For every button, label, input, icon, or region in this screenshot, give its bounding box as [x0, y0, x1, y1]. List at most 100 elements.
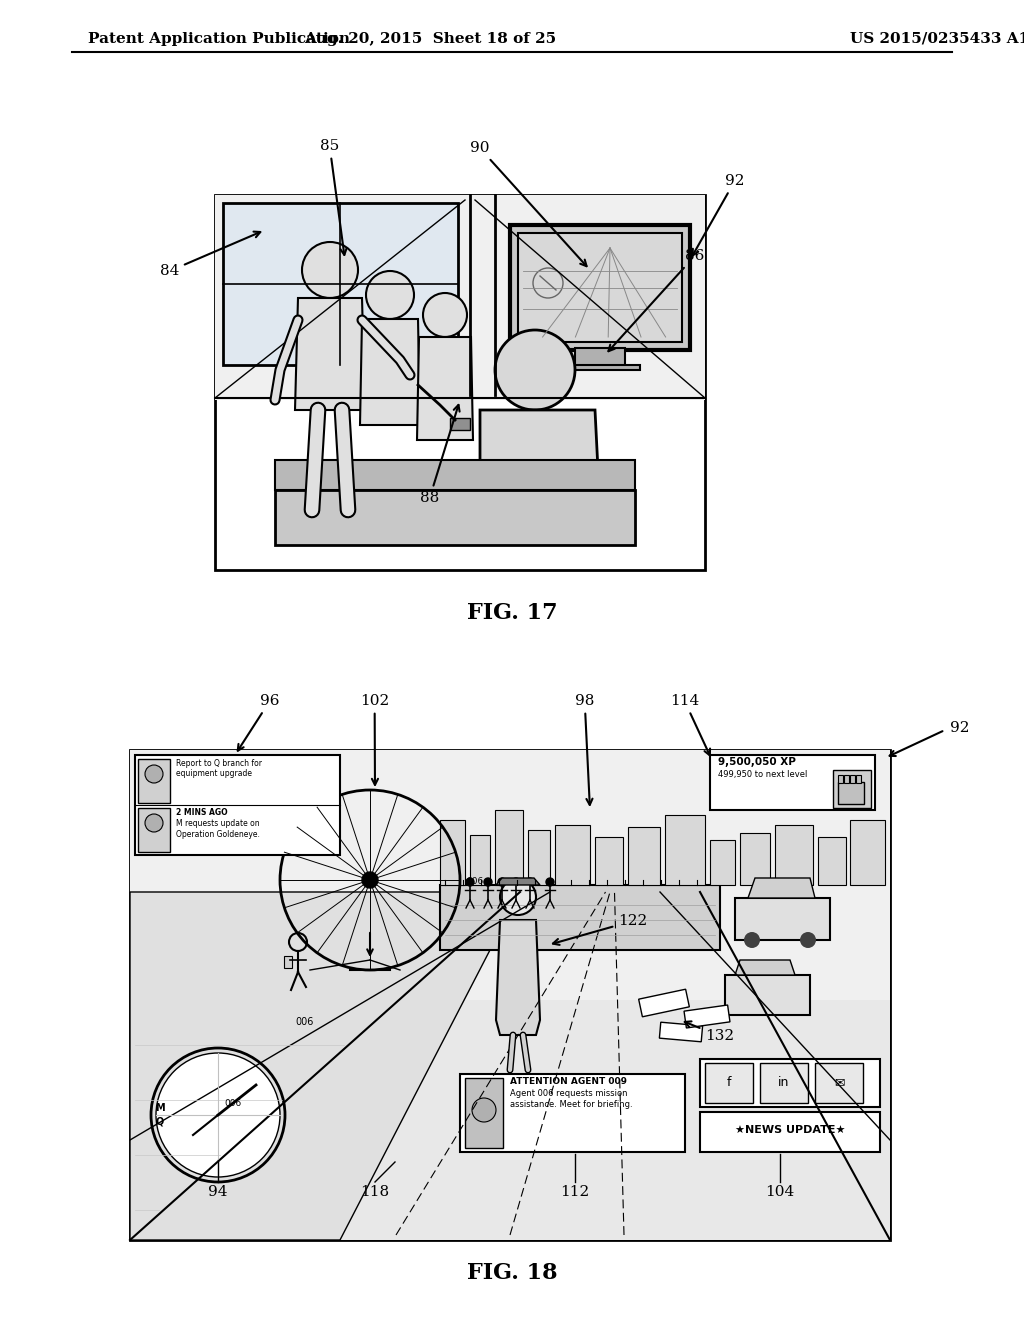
Bar: [528, 830, 550, 884]
Bar: [560, 366, 640, 370]
Circle shape: [512, 878, 520, 886]
Bar: [518, 234, 682, 342]
Polygon shape: [659, 1022, 702, 1041]
Text: 90: 90: [470, 141, 587, 267]
Text: US 2015/0235433 A1: US 2015/0235433 A1: [850, 32, 1024, 46]
Circle shape: [302, 242, 358, 298]
Text: 112: 112: [560, 1185, 590, 1199]
Polygon shape: [295, 298, 365, 411]
Bar: [130, 750, 890, 1239]
Bar: [628, 828, 660, 884]
Bar: [470, 836, 490, 884]
Bar: [838, 775, 843, 783]
Text: assistance. Meet for briefing.: assistance. Meet for briefing.: [510, 1100, 633, 1109]
Bar: [575, 348, 625, 368]
Polygon shape: [417, 337, 473, 440]
Text: 85: 85: [319, 139, 346, 255]
Circle shape: [472, 1098, 496, 1122]
Bar: [275, 459, 635, 490]
Bar: [130, 1001, 890, 1239]
Bar: [460, 1074, 685, 1152]
Bar: [725, 975, 810, 1015]
Circle shape: [546, 878, 554, 886]
Text: 96: 96: [238, 694, 280, 751]
Bar: [705, 1063, 753, 1104]
Circle shape: [526, 878, 534, 886]
Text: 9,500,050 XP: 9,500,050 XP: [718, 756, 796, 767]
Bar: [838, 781, 864, 804]
Polygon shape: [130, 892, 520, 1239]
Bar: [760, 1063, 808, 1104]
Text: 86: 86: [608, 249, 705, 351]
Bar: [555, 825, 590, 884]
Polygon shape: [684, 1005, 730, 1028]
Polygon shape: [362, 319, 418, 355]
Bar: [775, 825, 813, 884]
Polygon shape: [748, 878, 815, 898]
Bar: [700, 1059, 880, 1107]
Text: ATTENTION AGENT 009: ATTENTION AGENT 009: [510, 1077, 627, 1086]
Text: 006: 006: [296, 1016, 314, 1027]
Text: 114: 114: [670, 694, 710, 755]
Text: 92: 92: [950, 721, 970, 735]
Bar: [850, 775, 855, 783]
Text: 94: 94: [208, 1185, 227, 1199]
Circle shape: [423, 293, 467, 337]
Bar: [850, 820, 885, 884]
Bar: [818, 837, 846, 884]
Circle shape: [151, 1048, 285, 1181]
Polygon shape: [496, 920, 540, 1035]
Circle shape: [800, 932, 816, 948]
Circle shape: [495, 330, 575, 411]
Text: Operation Goldeneye.: Operation Goldeneye.: [176, 830, 260, 840]
Bar: [215, 195, 705, 570]
Bar: [815, 1063, 863, 1104]
Circle shape: [484, 878, 492, 886]
Text: M: M: [156, 1104, 165, 1113]
Polygon shape: [480, 411, 600, 510]
Text: 006: 006: [466, 878, 483, 887]
Text: f: f: [727, 1077, 731, 1089]
Text: 499,950 to next level: 499,950 to next level: [718, 770, 807, 779]
Text: 132: 132: [685, 1022, 734, 1043]
Bar: [130, 750, 890, 1001]
Circle shape: [366, 271, 414, 319]
Text: Agent 006 requests mission: Agent 006 requests mission: [510, 1089, 628, 1098]
Bar: [665, 814, 705, 884]
Polygon shape: [360, 319, 420, 425]
Bar: [440, 884, 720, 950]
Bar: [856, 775, 861, 783]
Text: ✉: ✉: [834, 1077, 844, 1089]
Bar: [215, 195, 705, 400]
Bar: [275, 490, 635, 545]
Text: Q: Q: [156, 1117, 164, 1127]
Text: ★NEWS UPDATE★: ★NEWS UPDATE★: [735, 1125, 845, 1135]
Text: equipment upgrade: equipment upgrade: [176, 770, 252, 777]
Text: FIG. 18: FIG. 18: [467, 1262, 557, 1284]
Bar: [710, 755, 874, 810]
Text: 006: 006: [224, 1098, 242, 1107]
Bar: [138, 759, 170, 803]
Circle shape: [145, 766, 163, 783]
Circle shape: [156, 1053, 280, 1177]
Text: 84: 84: [160, 231, 260, 279]
Bar: [450, 418, 470, 430]
Text: 88: 88: [420, 405, 460, 506]
Text: Aug. 20, 2015  Sheet 18 of 25: Aug. 20, 2015 Sheet 18 of 25: [304, 32, 556, 46]
Circle shape: [744, 932, 760, 948]
Circle shape: [498, 878, 506, 886]
Text: 102: 102: [360, 694, 389, 785]
Text: in: in: [778, 1077, 790, 1089]
Polygon shape: [639, 989, 689, 1016]
Text: 118: 118: [360, 1185, 389, 1199]
Bar: [465, 1078, 503, 1148]
Text: 2 MINS AGO: 2 MINS AGO: [176, 808, 227, 817]
Bar: [138, 808, 170, 851]
Bar: [740, 833, 770, 884]
Text: 92: 92: [692, 174, 744, 256]
Bar: [833, 770, 871, 808]
Bar: [135, 755, 340, 855]
Text: 104: 104: [765, 1185, 795, 1199]
Bar: [700, 1111, 880, 1152]
Circle shape: [145, 814, 163, 832]
